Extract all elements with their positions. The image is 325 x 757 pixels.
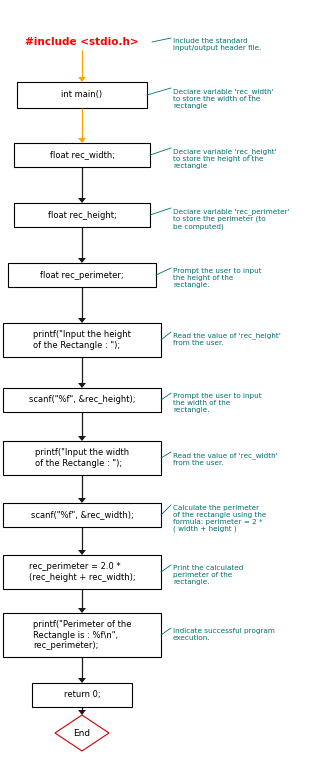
Text: float rec_height;: float rec_height; [48,210,116,220]
Polygon shape [78,608,86,613]
Text: Prompt the user to input
the width of the
rectangle.: Prompt the user to input the width of th… [173,393,262,413]
Bar [8,263,156,287]
Bar [14,203,150,227]
Text: Calculate the perimeter
of the rectangle using the
formula: perimeter = 2 *
( wi: Calculate the perimeter of the rectangle… [173,505,266,532]
Text: Declare variable 'rec_perimeter'
to store the perimeter (to
be computed): Declare variable 'rec_perimeter' to stor… [173,208,290,230]
Text: return 0;: return 0; [64,690,100,699]
Text: float rec_perimeter;: float rec_perimeter; [40,270,124,279]
Polygon shape [78,138,86,143]
Text: rec_perimeter = 2.0 *
(rec_height + rec_width);: rec_perimeter = 2.0 * (rec_height + rec_… [29,562,135,581]
Text: #include <stdio.h>: #include <stdio.h> [25,37,139,47]
Text: Declare variable 'rec_height'
to store the height of the
rectangle: Declare variable 'rec_height' to store t… [173,148,277,169]
Bar [14,143,150,167]
Polygon shape [78,498,86,503]
Text: Declare variable 'rec_width'
to store the width of the
rectangle: Declare variable 'rec_width' to store th… [173,88,274,109]
Text: Read the value of 'rec_width'
from the user.: Read the value of 'rec_width' from the u… [173,452,278,466]
Polygon shape [78,258,86,263]
Text: printf("Perimeter of the
Rectangle is : %f\n",
rec_perimeter);: printf("Perimeter of the Rectangle is : … [33,620,131,650]
Bar [32,683,132,707]
Text: Print the calculated
perimeter of the
rectangle.: Print the calculated perimeter of the re… [173,565,243,585]
Bar [3,613,161,657]
Bar [3,555,161,589]
Polygon shape [78,436,86,441]
Bar [17,82,147,108]
Text: float rec_width;: float rec_width; [49,151,114,160]
Text: int main(): int main() [61,91,103,99]
Text: Indicate successful program
execution.: Indicate successful program execution. [173,628,275,641]
Bar [3,503,161,527]
Polygon shape [78,550,86,555]
Polygon shape [78,77,86,82]
Bar [3,323,161,357]
Text: Read the value of 'rec_height'
from the user.: Read the value of 'rec_height' from the … [173,332,281,346]
Text: scanf("%f", &rec_height);: scanf("%f", &rec_height); [29,395,135,404]
Polygon shape [55,715,109,751]
Text: printf("Input the width
of the Rectangle : ");: printf("Input the width of the Rectangle… [35,448,129,468]
Polygon shape [78,198,86,203]
Text: Prompt the user to input
the height of the
rectangle.: Prompt the user to input the height of t… [173,268,262,288]
Polygon shape [78,318,86,323]
Text: scanf("%f", &rec_width);: scanf("%f", &rec_width); [31,510,133,519]
Text: Include the standard
input/output header file.: Include the standard input/output header… [173,38,261,51]
Polygon shape [78,678,86,683]
Bar [3,388,161,412]
Text: printf("Input the height
of the Rectangle : ");: printf("Input the height of the Rectangl… [33,330,131,350]
Polygon shape [78,710,86,715]
Text: End: End [73,728,91,737]
Polygon shape [78,383,86,388]
Bar [3,441,161,475]
